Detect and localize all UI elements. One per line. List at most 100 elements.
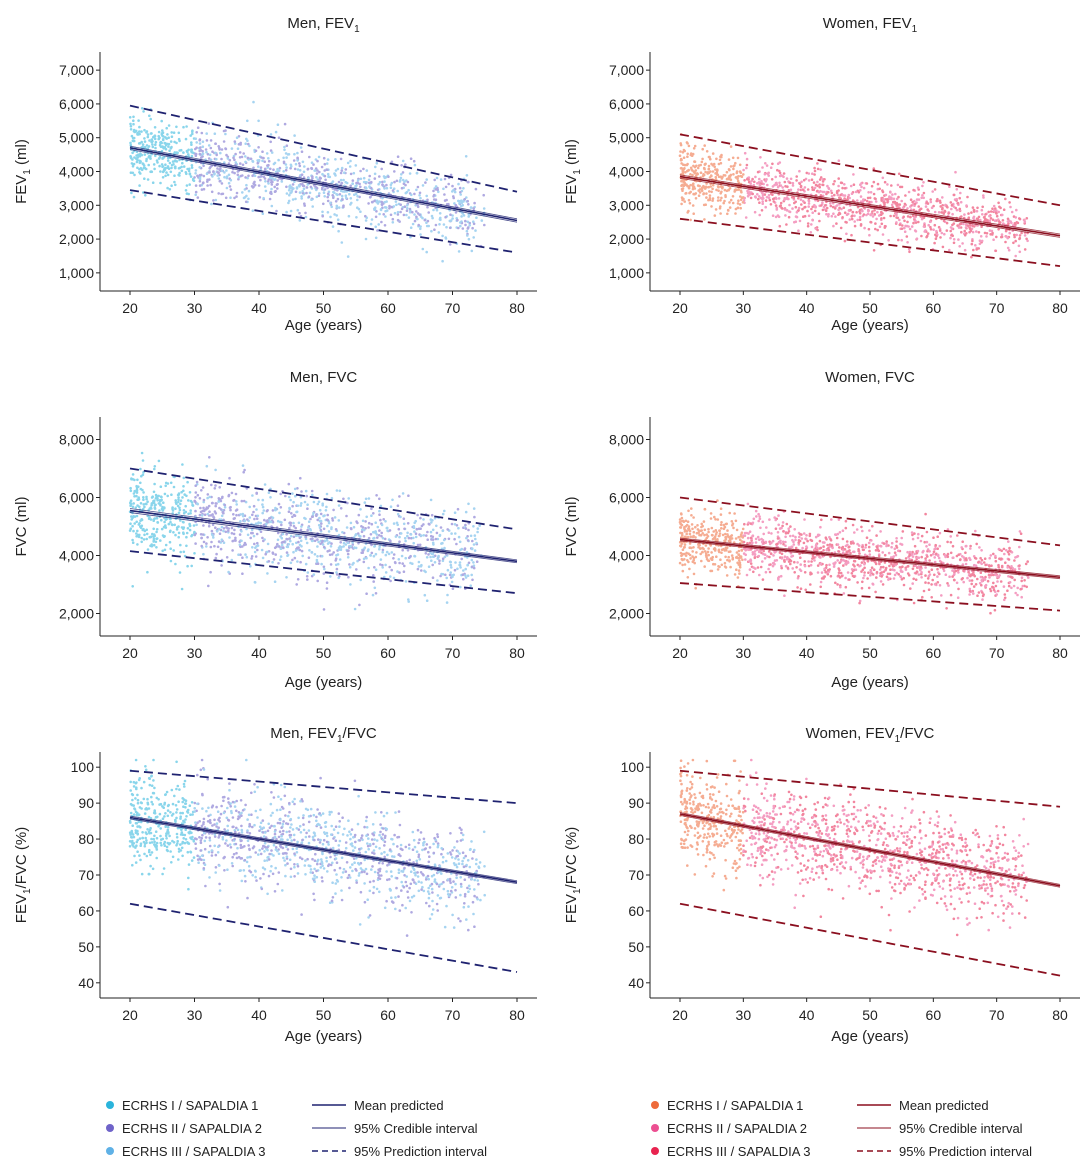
data-point: [221, 192, 225, 196]
data-point: [917, 205, 920, 208]
data-point: [323, 188, 327, 191]
data-point: [453, 190, 457, 194]
data-point: [423, 569, 426, 573]
data-point: [693, 561, 696, 565]
data-point: [220, 525, 224, 529]
data-point: [409, 226, 413, 229]
data-point: [334, 563, 338, 567]
data-point: [705, 150, 709, 153]
data-point: [230, 491, 234, 495]
data-point: [277, 136, 281, 139]
data-point: [445, 198, 448, 202]
data-point: [159, 503, 162, 506]
data-point: [958, 222, 962, 226]
data-point: [938, 544, 942, 548]
data-point: [719, 558, 722, 561]
data-point: [391, 217, 395, 221]
y-tick-label: 1,000: [609, 265, 644, 281]
data-point: [432, 208, 435, 212]
data-point: [214, 504, 217, 508]
data-point: [152, 543, 156, 547]
data-point: [250, 557, 253, 560]
data-point: [689, 535, 693, 538]
data-point: [725, 574, 729, 577]
data-point: [274, 130, 278, 134]
data-point: [689, 183, 692, 187]
data-point: [289, 524, 293, 527]
data-point: [172, 485, 176, 489]
data-point: [202, 540, 206, 544]
data-point: [441, 512, 445, 516]
data-point: [819, 168, 822, 171]
data-point: [361, 519, 365, 523]
data-point: [406, 534, 409, 538]
data-point: [276, 187, 279, 190]
data-point: [984, 213, 987, 216]
data-point: [963, 233, 967, 237]
data-point: [858, 599, 862, 603]
data-point: [364, 497, 368, 501]
data-point: [313, 539, 317, 543]
data-point: [822, 545, 825, 548]
data-point: [466, 234, 469, 237]
data-point: [333, 516, 337, 519]
data-point: [717, 189, 720, 192]
data-point: [344, 196, 348, 200]
data-point: [385, 550, 389, 554]
data-point: [830, 518, 833, 521]
data-point: [158, 143, 162, 147]
data-point: [405, 190, 409, 194]
data-point: [926, 232, 930, 235]
data-point: [239, 553, 242, 556]
data-point: [863, 574, 866, 577]
data-point: [444, 185, 448, 189]
data-point: [317, 155, 321, 159]
data-point: [135, 532, 138, 535]
prediction-interval-upper: [679, 133, 1061, 207]
data-point: [365, 181, 368, 184]
data-point: [726, 558, 729, 562]
data-point: [694, 174, 698, 178]
data-point: [220, 157, 223, 161]
data-point: [783, 208, 787, 211]
data-point: [859, 200, 863, 203]
data-point: [834, 581, 837, 585]
data-point: [745, 573, 749, 577]
data-point: [737, 549, 741, 553]
data-point: [251, 186, 255, 189]
data-point: [727, 168, 731, 171]
data-point: [142, 162, 145, 166]
data-point: [785, 223, 788, 226]
data-point: [1007, 584, 1011, 588]
x-tick-label: 70: [445, 300, 461, 316]
data-point: [901, 224, 904, 227]
data-point: [331, 180, 335, 183]
data-point: [890, 184, 893, 187]
data-point: [307, 195, 311, 198]
data-point: [160, 527, 164, 531]
data-point: [241, 572, 244, 575]
y-tick-label: 7,000: [609, 62, 644, 78]
data-point: [818, 183, 821, 186]
data-point: [387, 175, 390, 178]
data-point: [903, 230, 907, 233]
data-point: [725, 170, 729, 174]
data-point: [757, 519, 760, 523]
data-point: [383, 224, 387, 227]
data-point: [220, 169, 224, 172]
data-point: [449, 560, 453, 564]
data-point: [453, 523, 457, 526]
data-point: [886, 198, 889, 202]
data-point: [807, 205, 810, 208]
data-point: [400, 554, 404, 558]
data-point: [860, 570, 863, 573]
data-point: [253, 174, 257, 178]
data-point: [232, 513, 235, 516]
data-point: [132, 502, 135, 505]
data-point: [316, 545, 319, 548]
data-point: [872, 543, 875, 546]
data-point: [912, 601, 916, 605]
data-point: [687, 509, 690, 513]
x-tick-label: 20: [122, 645, 138, 661]
data-point: [720, 196, 723, 200]
